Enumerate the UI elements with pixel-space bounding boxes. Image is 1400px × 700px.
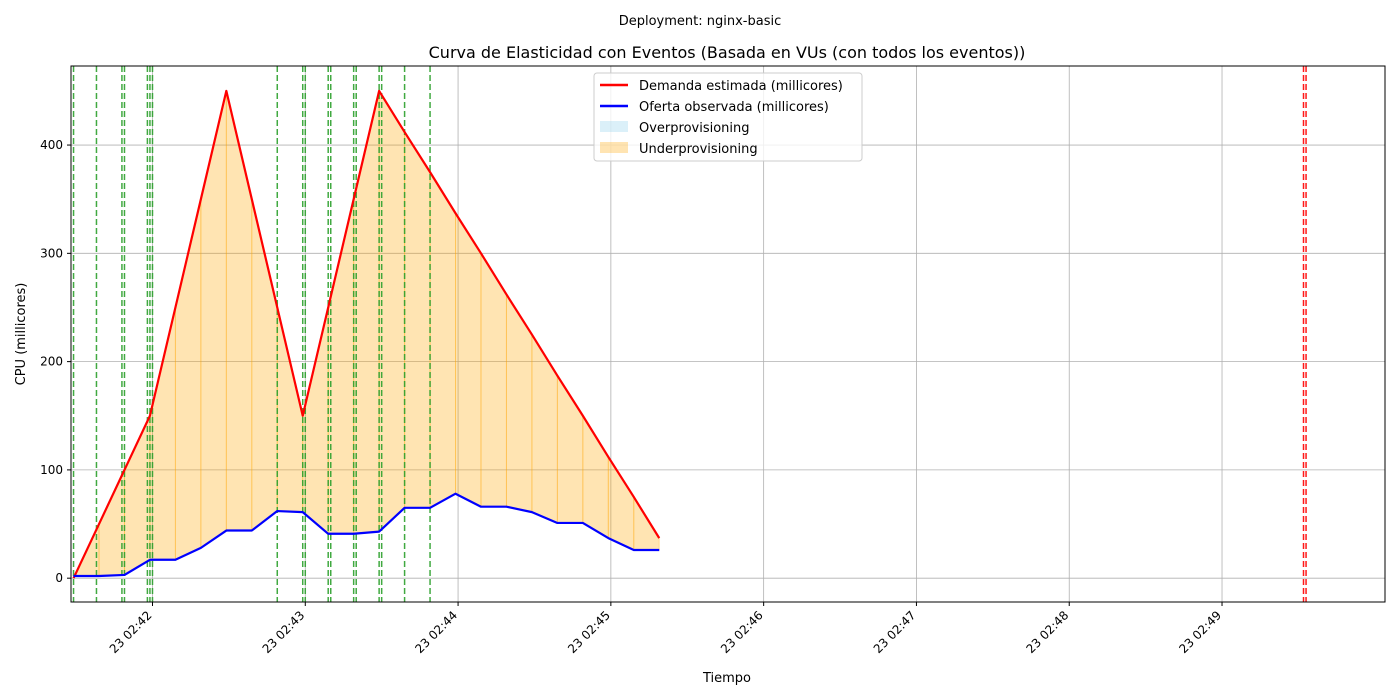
- provisioning-area: [378, 89, 406, 533]
- provisioning-area: [276, 307, 304, 513]
- y-tick-label: 400: [40, 138, 63, 152]
- provisioning-area: [582, 413, 609, 539]
- chart-title: Curva de Elasticidad con Eventos (Basada…: [429, 43, 1026, 62]
- x-tick-label: 23 02:43: [260, 608, 308, 656]
- provisioning-area: [123, 415, 151, 576]
- y-tick-label: 200: [40, 355, 63, 369]
- y-axis-ticks: 0 100 200 300 400: [40, 138, 71, 585]
- provisioning-area: [149, 307, 176, 561]
- provisioning-area: [353, 90, 380, 535]
- y-axis-label: CPU (millicores): [14, 283, 29, 386]
- y-tick-label: 300: [40, 246, 63, 260]
- legend-box: [593, 72, 863, 162]
- legend-underprovisioning-label: Underprovisioning: [639, 142, 758, 157]
- x-tick-label: 23 02:45: [565, 608, 613, 656]
- supply-series-line: [73, 492, 660, 578]
- x-axis-label: Tiempo: [702, 671, 751, 686]
- x-tick-label: 23 02:46: [718, 608, 766, 656]
- y-tick-label: 100: [40, 463, 63, 477]
- provisioning-area: [404, 130, 431, 509]
- series-lines: [72, 89, 661, 579]
- provisioning-area: [455, 211, 482, 508]
- legend-demand-label: Demanda estimada (millicores): [639, 79, 843, 94]
- x-tick-label: 23 02:44: [412, 608, 460, 656]
- x-tick-label: 23 02:48: [1024, 608, 1072, 656]
- chart-suptitle: Deployment: nginx-basic: [619, 14, 782, 29]
- x-tick-label: 23 02:47: [871, 608, 919, 656]
- provisioning-area: [480, 251, 507, 508]
- legend-underprovisioning-swatch: [600, 142, 628, 153]
- provisioning-area: [200, 90, 227, 549]
- legend-overprovisioning-label: Overprovisioning: [639, 121, 750, 136]
- legend: Demanda estimada (millicores) Oferta obs…: [593, 72, 863, 162]
- demand-series-line: [72, 89, 661, 579]
- x-tick-label: 23 02:49: [1176, 608, 1224, 656]
- area-fills: [73, 89, 660, 579]
- legend-overprovisioning-swatch: [600, 121, 628, 132]
- provisioning-area: [607, 455, 635, 551]
- provisioning-area: [302, 307, 329, 535]
- y-tick-label: 0: [55, 571, 63, 585]
- provisioning-area: [98, 469, 125, 577]
- plot-frame: [70, 65, 1386, 603]
- provisioning-area: [429, 170, 457, 509]
- provisioning-area: [225, 90, 253, 532]
- provisioning-area: [531, 332, 558, 524]
- x-tick-label: 23 02:42: [107, 608, 155, 656]
- x-axis-ticks: 23 02:42 23 02:43 23 02:44 23 02:45 23 02:46…: [107, 602, 1224, 656]
- provisioning-area: [556, 373, 584, 524]
- legend-supply-label: Oferta observada (millicores): [639, 100, 829, 115]
